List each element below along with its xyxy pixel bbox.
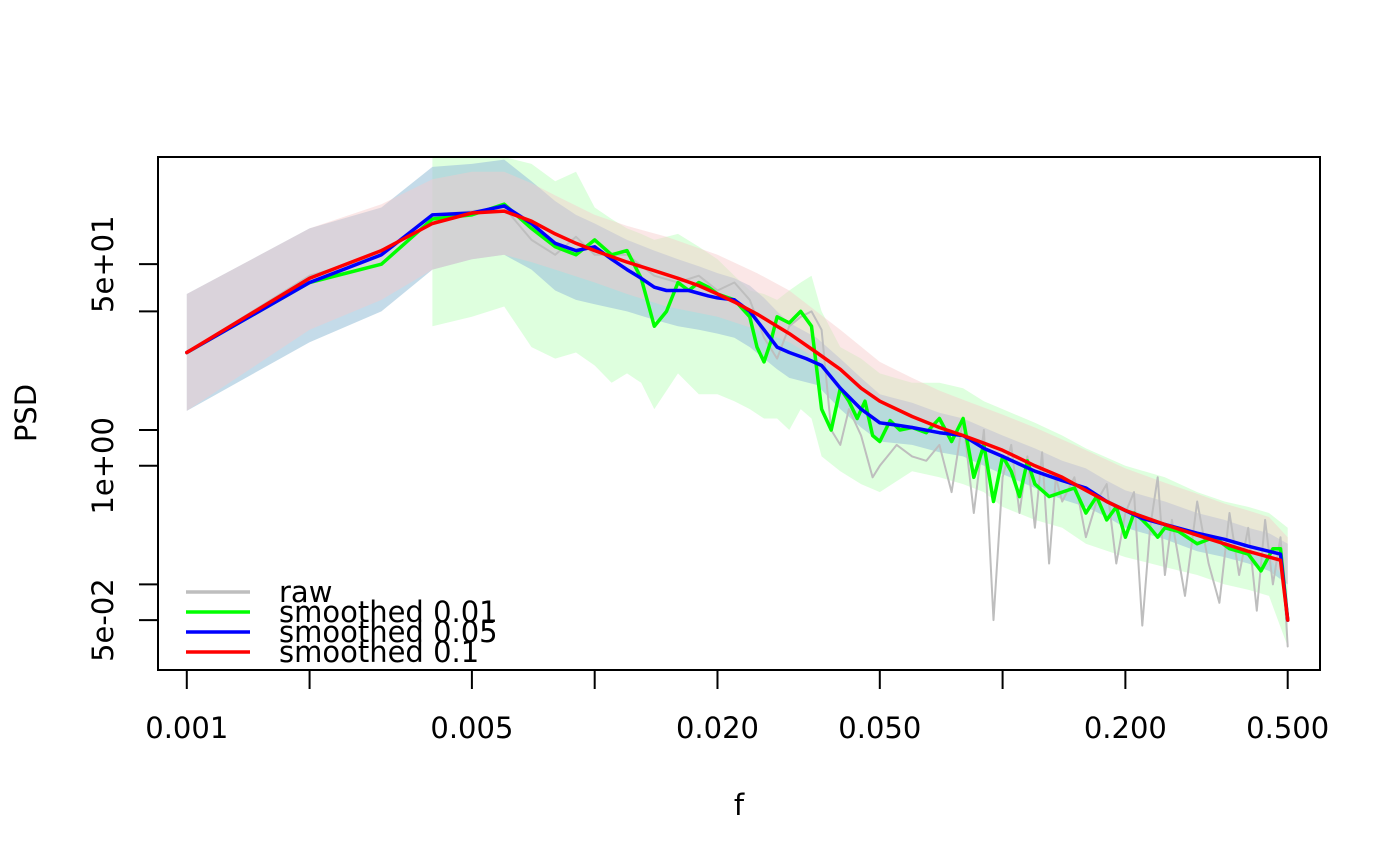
- y-axis: 5e-02 1e+00 5e+01: [86, 215, 159, 662]
- y-axis-title: PSD: [9, 384, 43, 442]
- y-tick-label: 1e+00: [86, 417, 120, 515]
- x-tick-label: 0.050: [838, 711, 921, 745]
- x-tick-label: 0.020: [676, 711, 759, 745]
- x-tick-label: 0.005: [430, 711, 513, 745]
- legend-label-raw: raw: [279, 575, 332, 609]
- series-line-raw: [185, 206, 1289, 648]
- x-tick-label: 0.001: [145, 711, 228, 745]
- series-lines: [185, 202, 1290, 648]
- legend-label-smoothed-0-01: smoothed 0.01: [279, 595, 498, 629]
- legend-label-smoothed-0-05: smoothed 0.05: [279, 615, 498, 649]
- confidence-bands: [186, 157, 1288, 647]
- series-line-smoothed-0-1: [185, 209, 1290, 622]
- y-tick-label: 5e+01: [86, 215, 120, 313]
- y-tick-label: 5e-02: [86, 578, 120, 662]
- legend-label-smoothed-0-1: smoothed 0.1: [279, 635, 479, 669]
- x-tick-label: 0.200: [1084, 711, 1167, 745]
- x-axis-title: f: [734, 788, 745, 822]
- x-axis: 0.001 0.005 0.020 0.050 0.200 0.500: [145, 669, 1329, 745]
- x-tick-label: 0.500: [1246, 711, 1329, 745]
